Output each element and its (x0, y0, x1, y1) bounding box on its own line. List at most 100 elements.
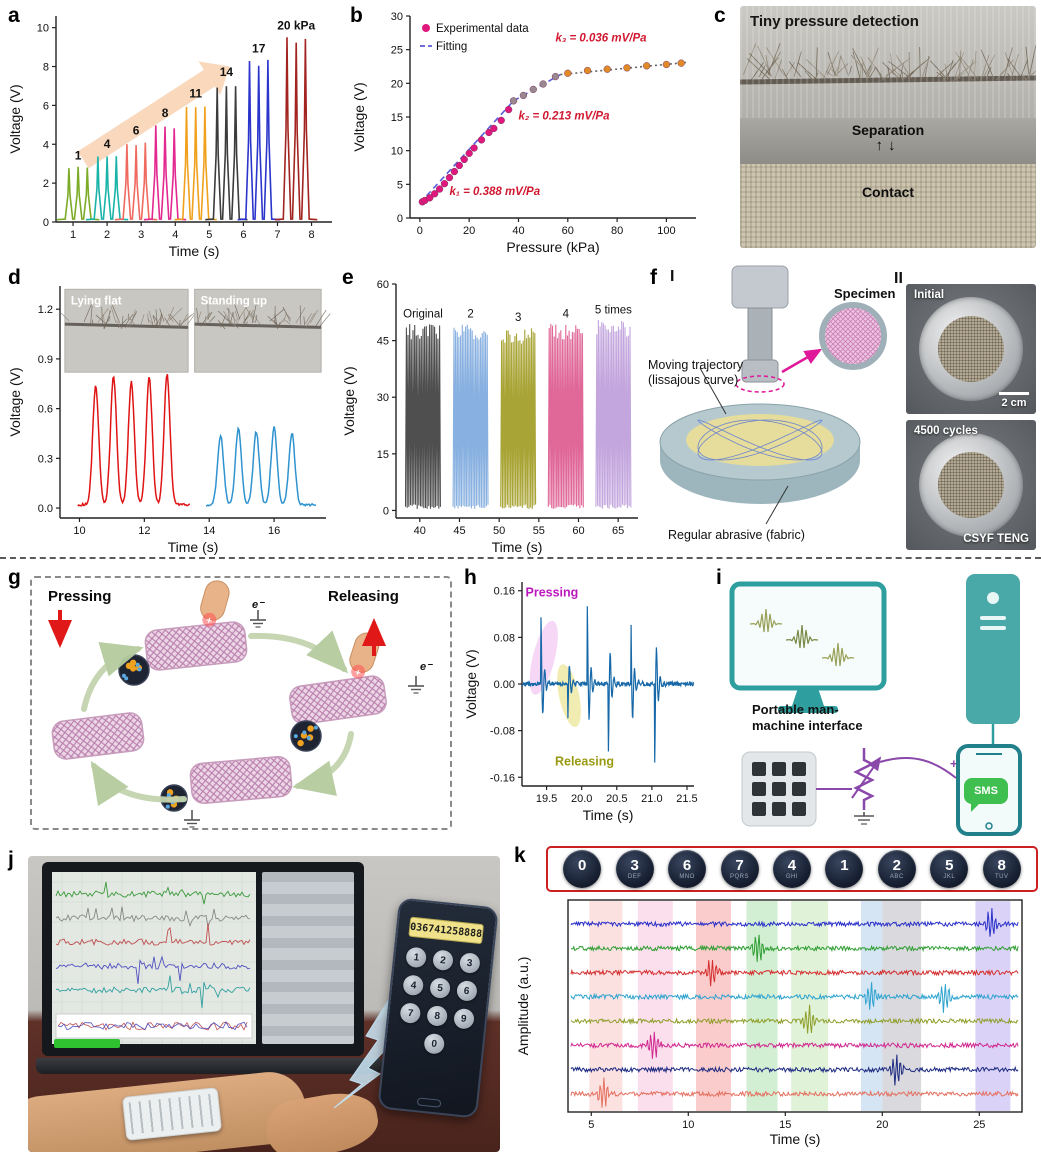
svg-text:8: 8 (162, 106, 169, 120)
svg-text:3: 3 (138, 229, 144, 241)
svg-text:30: 30 (391, 11, 403, 23)
svg-text:4: 4 (172, 229, 178, 241)
phone-key-7[interactable]: 7 (399, 1002, 422, 1025)
svg-text:65: 65 (612, 525, 624, 537)
svg-text:19.5: 19.5 (536, 793, 557, 805)
phone-key-0[interactable]: 0 (423, 1032, 446, 1055)
keypad-letters: TUV (994, 874, 1009, 880)
svg-text:Fitting: Fitting (436, 41, 467, 53)
panel-a: a 1 2 3 4 5 6 7 8 0 2 4 6 8 10 Time (s) Voltage (V) 1 4 6 8… (6, 2, 342, 260)
panel-b-label: b (350, 4, 363, 27)
keypad-button-5[interactable]: 5 JKL (930, 850, 969, 888)
keypad-digit: 7 (735, 857, 744, 874)
keypad-digit: 4 (787, 857, 797, 874)
svg-text:Voltage (V): Voltage (V) (351, 82, 367, 151)
svg-text:20.0: 20.0 (571, 793, 592, 805)
keypad-digit: 0 (578, 857, 587, 874)
panel-k-label: k (514, 844, 526, 867)
keypad-button-4[interactable]: 4 GHI (772, 850, 811, 888)
svg-text:15: 15 (779, 1119, 791, 1131)
panel-b: b 0 20 40 60 80 100 0 5 10 15 20 25 30 Pressure (kPa)… (348, 2, 708, 260)
svg-text:10: 10 (391, 146, 403, 158)
svg-text:10: 10 (682, 1119, 694, 1131)
svg-text:6: 6 (240, 229, 246, 241)
fabric-gap (740, 118, 1036, 164)
svg-text:-0.16: -0.16 (490, 772, 515, 784)
phone-key-3[interactable]: 3 (458, 952, 481, 975)
keypad-letters: JKL (943, 874, 956, 880)
svg-text:8: 8 (43, 62, 49, 74)
phone-key-1[interactable]: 1 (405, 946, 428, 969)
svg-text:14: 14 (203, 525, 215, 537)
scale-indicator: 2 cm (999, 392, 1029, 409)
keypad-letters: ABC (889, 874, 904, 880)
svg-text:10: 10 (37, 23, 49, 35)
svg-text:20.5: 20.5 (606, 793, 627, 805)
charge-cycle-diagram: + + e⁻ e⁻ (48, 580, 433, 828)
pressing-label: Pressing (48, 588, 112, 605)
svg-text:Pressing: Pressing (526, 586, 579, 600)
phone-key-5[interactable]: 5 (429, 977, 452, 1000)
keypad-button-3[interactable]: 3 DEF (615, 850, 654, 888)
laptop-base (36, 1058, 382, 1074)
fabric-bottom-layer (740, 164, 1036, 248)
phone-key-2[interactable]: 2 (432, 949, 454, 972)
specimen-label: Specimen (834, 286, 896, 301)
svg-text:16: 16 (268, 525, 280, 537)
releasing-label: Releasing (328, 588, 399, 605)
keypad-button-2[interactable]: 2 ABC (877, 850, 916, 888)
svg-text:2: 2 (467, 308, 473, 320)
section-divider (0, 557, 1041, 559)
phone-key-4[interactable]: 4 (402, 974, 425, 997)
svg-text:Voltage (V): Voltage (V) (341, 366, 357, 435)
svg-text:20: 20 (463, 225, 475, 237)
svg-text:21.0: 21.0 (641, 793, 662, 805)
svg-text:Voltage (V): Voltage (V) (7, 84, 23, 153)
panel-d-label: d (8, 266, 21, 289)
panel-a-label: a (8, 4, 20, 27)
keypad-button-1[interactable]: 1 (825, 850, 864, 888)
svg-text:k₂ = 0.213 mV/Pa: k₂ = 0.213 mV/Pa (518, 111, 610, 123)
panel-f-sub-i: I (670, 268, 675, 285)
signal-software-traces (52, 872, 256, 1044)
svg-text:Amplitude (a.u.): Amplitude (a.u.) (515, 957, 531, 1056)
svg-text:Voltage (V): Voltage (V) (7, 367, 23, 436)
interface-caption-line2: machine interface (752, 718, 863, 733)
svg-text:40: 40 (512, 225, 524, 237)
svg-text:11: 11 (189, 86, 202, 100)
sms-bubble: SMS (964, 778, 1008, 812)
contact-label: Contact (861, 184, 915, 200)
svg-text:25: 25 (391, 45, 403, 57)
keypad-button-7[interactable]: 7 PQRS (720, 850, 759, 888)
panel-c-title: Tiny pressure detection (750, 13, 919, 30)
keypad-button-8[interactable]: 8 TUV (982, 850, 1021, 888)
phone-key-8[interactable]: 8 (426, 1004, 449, 1027)
svg-text:15: 15 (377, 449, 389, 461)
svg-text:-0.08: -0.08 (490, 726, 515, 738)
svg-text:+: + (205, 615, 214, 627)
phone-home-button[interactable] (416, 1097, 442, 1108)
washing-durability-chart: 40 45 50 55 60 65 0 15 30 45 60 Time (s) Voltage (V)… (341, 279, 638, 555)
svg-text:20: 20 (876, 1119, 888, 1131)
panel-j-label: j (8, 848, 14, 871)
panel-g-label: g (8, 566, 21, 589)
phone-key-9[interactable]: 9 (452, 1007, 475, 1030)
keypad-button-0[interactable]: 0 (563, 850, 602, 888)
svg-text:k₃ = 0.036 mV/Pa: k₃ = 0.036 mV/Pa (555, 33, 647, 45)
svg-text:5: 5 (397, 179, 403, 191)
phone-key-6[interactable]: 6 (455, 979, 478, 1002)
svg-text:5: 5 (206, 229, 212, 241)
keypad-button-6[interactable]: 6 MNO (668, 850, 707, 888)
abrasion-test-diagram (659, 265, 887, 525)
fiber-hairs-illustration (740, 43, 1036, 85)
interface-caption-line1: Portable man- (752, 702, 839, 717)
posture-voltage-chart: 10 12 14 16 0.0 0.3 0.6 0.9 1.2 Time (s) Voltage (… (7, 286, 331, 555)
trajectory-label-line2: (lissajous curve) (648, 373, 739, 387)
working-mechanism-box (30, 576, 452, 830)
svg-text:0: 0 (383, 505, 389, 517)
keypad-digit: 1 (840, 857, 849, 874)
